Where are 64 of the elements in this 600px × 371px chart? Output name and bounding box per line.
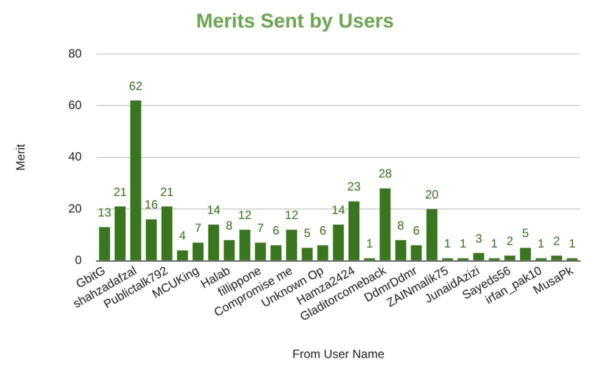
data-label: 1 [538, 236, 545, 251]
bar [130, 100, 142, 260]
data-label: 21 [113, 184, 128, 199]
bar [348, 201, 360, 260]
data-label: 7 [194, 220, 202, 235]
data-label: 1 [568, 236, 576, 251]
bar [114, 206, 126, 260]
data-label: 14 [206, 202, 221, 217]
data-label: 7 [257, 220, 264, 235]
data-label: 62 [129, 78, 143, 93]
y-axis-title: Merit [14, 143, 28, 171]
y-tick-label: 0 [75, 253, 82, 268]
data-label: 5 [522, 226, 530, 240]
bar [520, 248, 531, 260]
data-label: 13 [98, 205, 112, 220]
bar [239, 230, 250, 260]
data-label: 23 [347, 180, 361, 194]
bar [317, 245, 328, 260]
y-tick-label: 80 [68, 46, 82, 60]
data-label: 16 [144, 198, 158, 212]
y-tick-label: 40 [68, 150, 82, 164]
bar [551, 256, 562, 260]
data-label: 20 [425, 187, 439, 202]
bar [426, 209, 438, 260]
data-label: 21 [160, 184, 174, 199]
bar [332, 224, 344, 260]
data-label: 5 [304, 226, 311, 240]
data-label: 2 [553, 234, 560, 248]
bar [254, 242, 266, 260]
data-label: 4 [179, 228, 186, 243]
data-label: 6 [272, 224, 280, 238]
bar [395, 240, 406, 260]
data-label: 3 [475, 231, 482, 246]
bar [224, 240, 235, 260]
bar [192, 242, 204, 260]
data-label: 12 [284, 208, 299, 222]
bar [380, 188, 391, 260]
data-label: 12 [238, 208, 252, 222]
x-axis-title: From User Name [292, 347, 385, 362]
data-label: 6 [412, 224, 420, 238]
data-label: 6 [319, 224, 326, 238]
bar [208, 224, 220, 260]
data-label: 1 [444, 236, 452, 251]
data-label: 1 [460, 236, 467, 251]
chart-title: Merits Sent by Users [196, 10, 394, 33]
data-label: 28 [378, 166, 392, 181]
data-label: 8 [397, 218, 404, 232]
bar [302, 248, 313, 260]
bar [99, 227, 110, 260]
bar [286, 230, 298, 260]
bar [504, 256, 516, 260]
bar [177, 250, 188, 260]
bar [473, 253, 484, 260]
y-tick-label: 60 [68, 98, 82, 112]
bar [161, 206, 172, 260]
data-label: 2 [506, 234, 514, 248]
data-label: 1 [366, 236, 374, 251]
data-label: 8 [226, 218, 233, 232]
data-label: 14 [332, 202, 346, 217]
bar [146, 219, 157, 260]
data-label: 1 [490, 236, 498, 251]
bar [410, 245, 422, 260]
bar [270, 245, 282, 260]
y-tick-label: 20 [68, 201, 82, 216]
